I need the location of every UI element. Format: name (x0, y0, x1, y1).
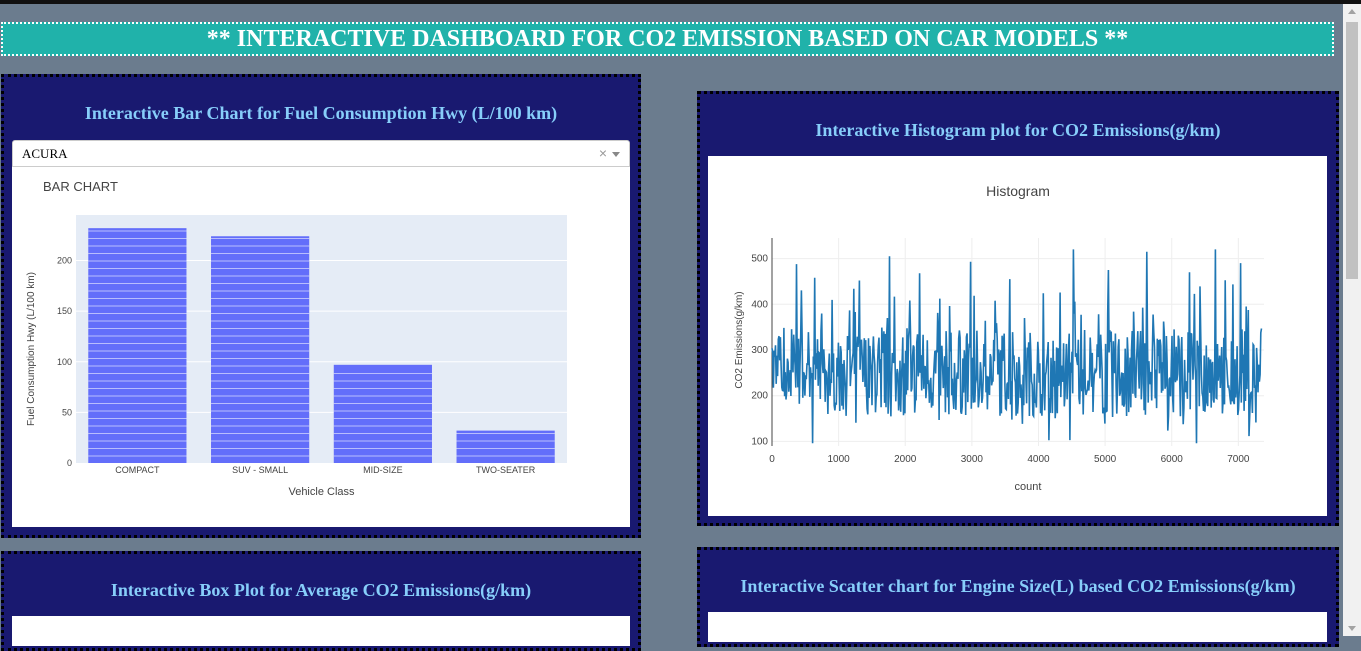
bar-chart-x-tick: SUV - SMALL (232, 465, 288, 475)
make-dropdown[interactable]: ACURA × (12, 140, 630, 167)
histogram-title: Histogram (986, 183, 1050, 199)
bar-chart-y-tick: 200 (57, 256, 72, 266)
clear-selection-icon[interactable]: × (598, 145, 607, 161)
dashboard-title: ** INTERACTIVE DASHBOARD FOR CO2 EMISSIO… (206, 26, 1129, 52)
scrollbar-thumb[interactable] (1346, 22, 1358, 279)
histogram-x-tick: 6000 (1161, 454, 1184, 465)
histogram-trace (771, 249, 1263, 444)
bar-chart-x-tick: COMPACT (115, 465, 160, 475)
histogram-y-axis-label: CO2 Emissions(g/km) (734, 291, 745, 388)
bar-chart-x-axis-label: Vehicle Class (288, 486, 355, 498)
bar (211, 236, 310, 463)
bar-chart-y-tick: 150 (57, 306, 72, 316)
bar-chart-y-tick: 100 (57, 357, 72, 367)
histogram-y-tick: 500 (751, 254, 768, 265)
box-plot-panel-title: Interactive Box Plot for Average CO2 Emi… (110, 580, 532, 600)
histogram-panel-title: Interactive Histogram plot for CO2 Emiss… (815, 120, 1221, 140)
bar-chart-panel-title: Interactive Bar Chart for Fuel Consumpti… (84, 103, 558, 123)
bar-chart-y-tick: 50 (62, 407, 72, 417)
dashboard-header: ** INTERACTIVE DASHBOARD FOR CO2 EMISSIO… (1, 22, 1334, 56)
histogram-x-tick: 4000 (1027, 454, 1050, 465)
bar-chart-x-tick: TWO-SEATER (476, 465, 536, 475)
histogram-x-axis-label: count (1015, 481, 1042, 493)
scroll-up-icon[interactable] (1348, 9, 1356, 14)
histogram-y-tick: 100 (751, 436, 768, 447)
histogram-x-tick: 0 (769, 454, 775, 465)
bar-chart-x-tick: MID-SIZE (363, 465, 403, 475)
histogram-x-tick: 3000 (961, 454, 984, 465)
histogram-plot-area: Histogram 0 1000 2000 3000 4000 5000 6000 7000 10… (708, 156, 1327, 516)
bar-chart: BAR CHART 0 50 100 150 200 COMPACT SUV - SMALL M… (26, 179, 567, 498)
dropdown-arrow-icon[interactable] (612, 152, 620, 157)
bar-chart-y-axis-label: Fuel Consumption Hwy (L/100 km) (26, 272, 37, 426)
histogram-x-tick: 5000 (1094, 454, 1117, 465)
histogram-x-tick: 2000 (894, 454, 917, 465)
bar (456, 430, 555, 463)
histogram-y-tick: 200 (751, 391, 768, 402)
make-dropdown-value: ACURA (22, 146, 68, 161)
histogram-x-tick: 7000 (1227, 454, 1250, 465)
histogram-x-tick: 1000 (827, 454, 850, 465)
bar (88, 228, 187, 463)
histogram-y-tick: 400 (751, 299, 768, 310)
scatter-plot-area (708, 612, 1327, 642)
bar-chart-y-tick: 0 (67, 458, 72, 468)
scroll-down-icon[interactable] (1348, 626, 1356, 631)
browser-top-edge (0, 0, 1361, 4)
bar-chart-plot-area: BAR CHART 0 50 100 150 200 COMPACT SUV - SMALL M… (12, 167, 630, 527)
scatter-panel-title: Interactive Scatter chart for Engine Siz… (740, 576, 1296, 596)
bar-chart-title: BAR CHART (43, 179, 118, 194)
histogram-chart: Histogram 0 1000 2000 3000 4000 5000 6000 7000 10… (734, 183, 1264, 493)
box-plot-area (12, 616, 630, 646)
histogram-y-tick: 300 (751, 345, 768, 356)
